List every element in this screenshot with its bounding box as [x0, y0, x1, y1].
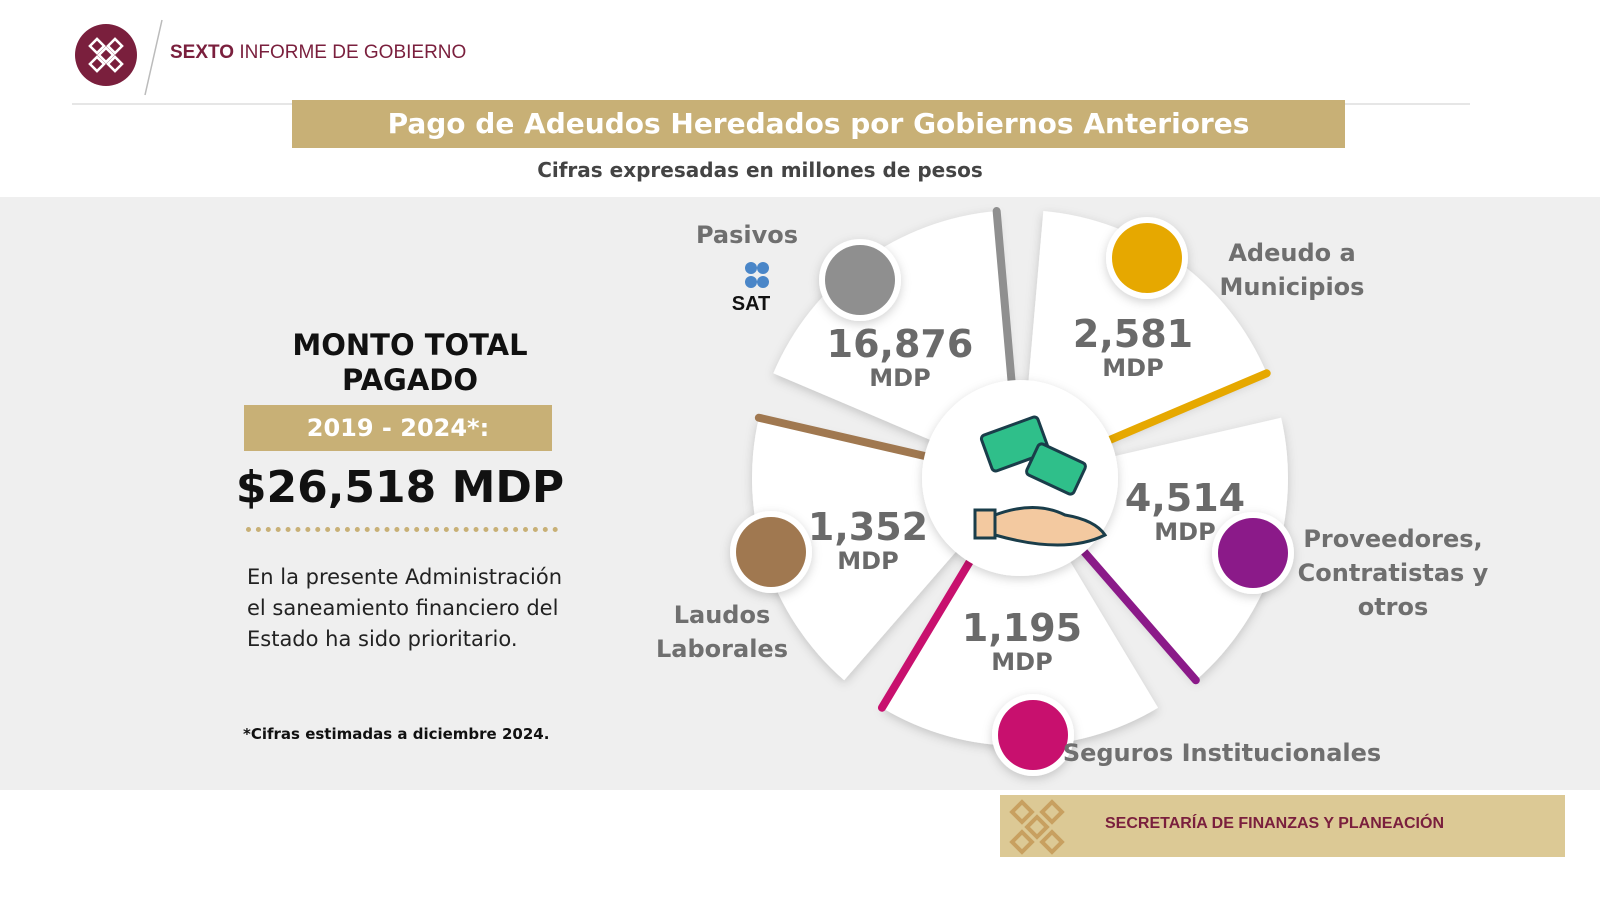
footnote: *Cifras estimadas a diciembre 2024. [243, 725, 550, 743]
petal [1082, 417, 1288, 681]
brand-bold: SEXTO [170, 42, 235, 63]
subtitle: Cifras expresadas en millones de pesos [537, 158, 983, 182]
petal [773, 211, 1012, 441]
hand-icon [973, 506, 1108, 547]
icon [1112, 223, 1182, 293]
segment-amount: 1,352 [807, 505, 929, 549]
logo-pattern [88, 37, 124, 73]
petal [1028, 211, 1267, 441]
segment-amount: 1,195 [961, 606, 1083, 650]
segment-amount: 2,581 [1072, 312, 1194, 356]
segment-amount: 16,876 [826, 322, 974, 366]
logo-divider [144, 19, 163, 96]
icon [825, 245, 895, 315]
petal-accent [754, 413, 932, 461]
segment-label: Pasivos [695, 221, 799, 249]
title: Pago de Adeudos Heredados por Gobiernos … [292, 100, 1345, 148]
dotted-rule [246, 527, 558, 532]
segment-unit: MDP [991, 648, 1053, 676]
description: En la presente Administración el saneami… [247, 565, 563, 651]
footer-bar [1000, 795, 1565, 857]
petal-accent [1078, 545, 1200, 685]
petal [881, 559, 1159, 746]
sat-dot [757, 276, 769, 288]
segment-amount: 4,514 [1124, 476, 1246, 520]
petal-accent [877, 555, 976, 712]
icon [736, 517, 806, 587]
segment-unit: MDP [1154, 518, 1216, 546]
sat-dot [757, 262, 769, 274]
icon [998, 700, 1068, 770]
logo [75, 24, 137, 86]
segment-unit: MDP [837, 547, 899, 575]
total-amount: $26,518 MDP [235, 462, 565, 513]
segment-unit: MDP [1102, 354, 1164, 382]
brand: SEXTO INFORME DE GOBIERNO [170, 42, 466, 64]
sat-dot [745, 276, 757, 288]
footer-text: SECRETARÍA DE FINANZAS Y PLANEACIÓN [1105, 815, 1444, 832]
sat-logo: SAT [731, 293, 771, 315]
petal [752, 417, 958, 681]
money-icon [1025, 442, 1087, 496]
segment-label: Laudos Laborales [656, 601, 788, 663]
segment-label: Adeudo a Municipios [1219, 239, 1365, 301]
total-period: 2019 - 2024*: [244, 405, 552, 451]
segment-label: Proveedores, Contratistas y otros [1297, 525, 1489, 621]
segment-unit: MDP [869, 364, 931, 392]
sat-dot [745, 262, 757, 274]
petal-accent [1103, 369, 1271, 445]
petal-accent [992, 207, 1016, 388]
brand-rest: INFORME DE GOBIERNO [239, 42, 467, 63]
segment-label: Seguros Institucionales [1062, 739, 1382, 767]
total-heading: MONTO TOTAL PAGADO [292, 328, 528, 397]
icon [1218, 518, 1288, 588]
